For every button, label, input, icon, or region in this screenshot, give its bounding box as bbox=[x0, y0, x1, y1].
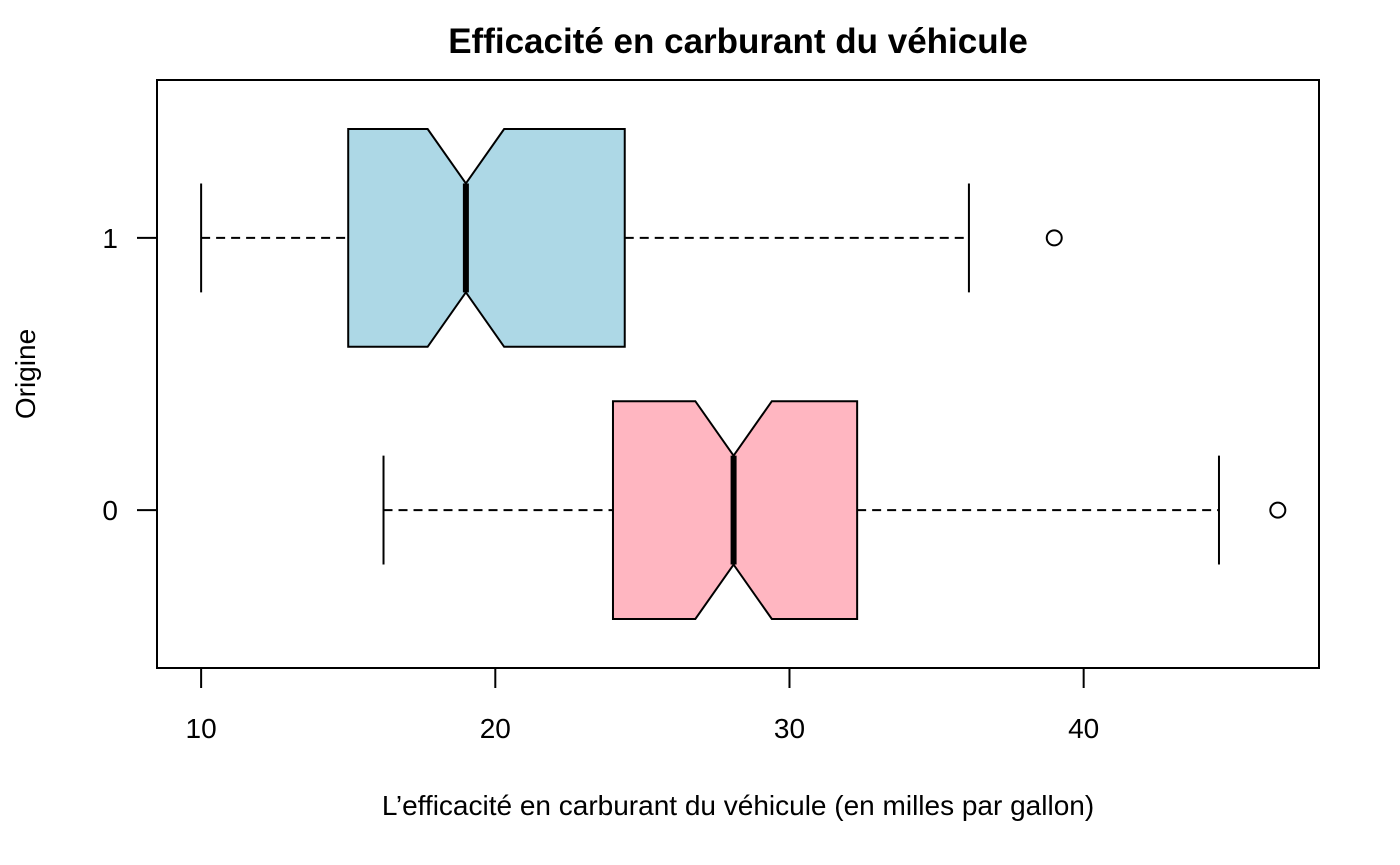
outlier-point bbox=[1045, 229, 1063, 247]
y-axis-label: Origine bbox=[10, 329, 41, 419]
box-group-0 bbox=[382, 400, 1287, 620]
x-tick-label: 20 bbox=[480, 713, 511, 744]
y-axis: 01 bbox=[102, 223, 158, 526]
notched-box bbox=[347, 128, 626, 348]
plot-frame bbox=[156, 79, 1320, 669]
x-tick-label: 30 bbox=[774, 713, 805, 744]
x-tick-label: 40 bbox=[1068, 713, 1099, 744]
x-axis: 10 20 30 40 bbox=[186, 667, 1099, 744]
x-axis-label: L’efficacité en carburant du véhicule (e… bbox=[382, 790, 1094, 821]
y-tick-label: 1 bbox=[102, 223, 118, 254]
outlier-point bbox=[1269, 501, 1287, 519]
boxes-layer bbox=[200, 128, 1287, 620]
y-tick-label: 0 bbox=[102, 495, 118, 526]
box-group-1 bbox=[200, 128, 1063, 348]
chart-title: Efficacité en carburant du véhicule bbox=[448, 22, 1028, 61]
x-tick-label: 10 bbox=[186, 713, 217, 744]
